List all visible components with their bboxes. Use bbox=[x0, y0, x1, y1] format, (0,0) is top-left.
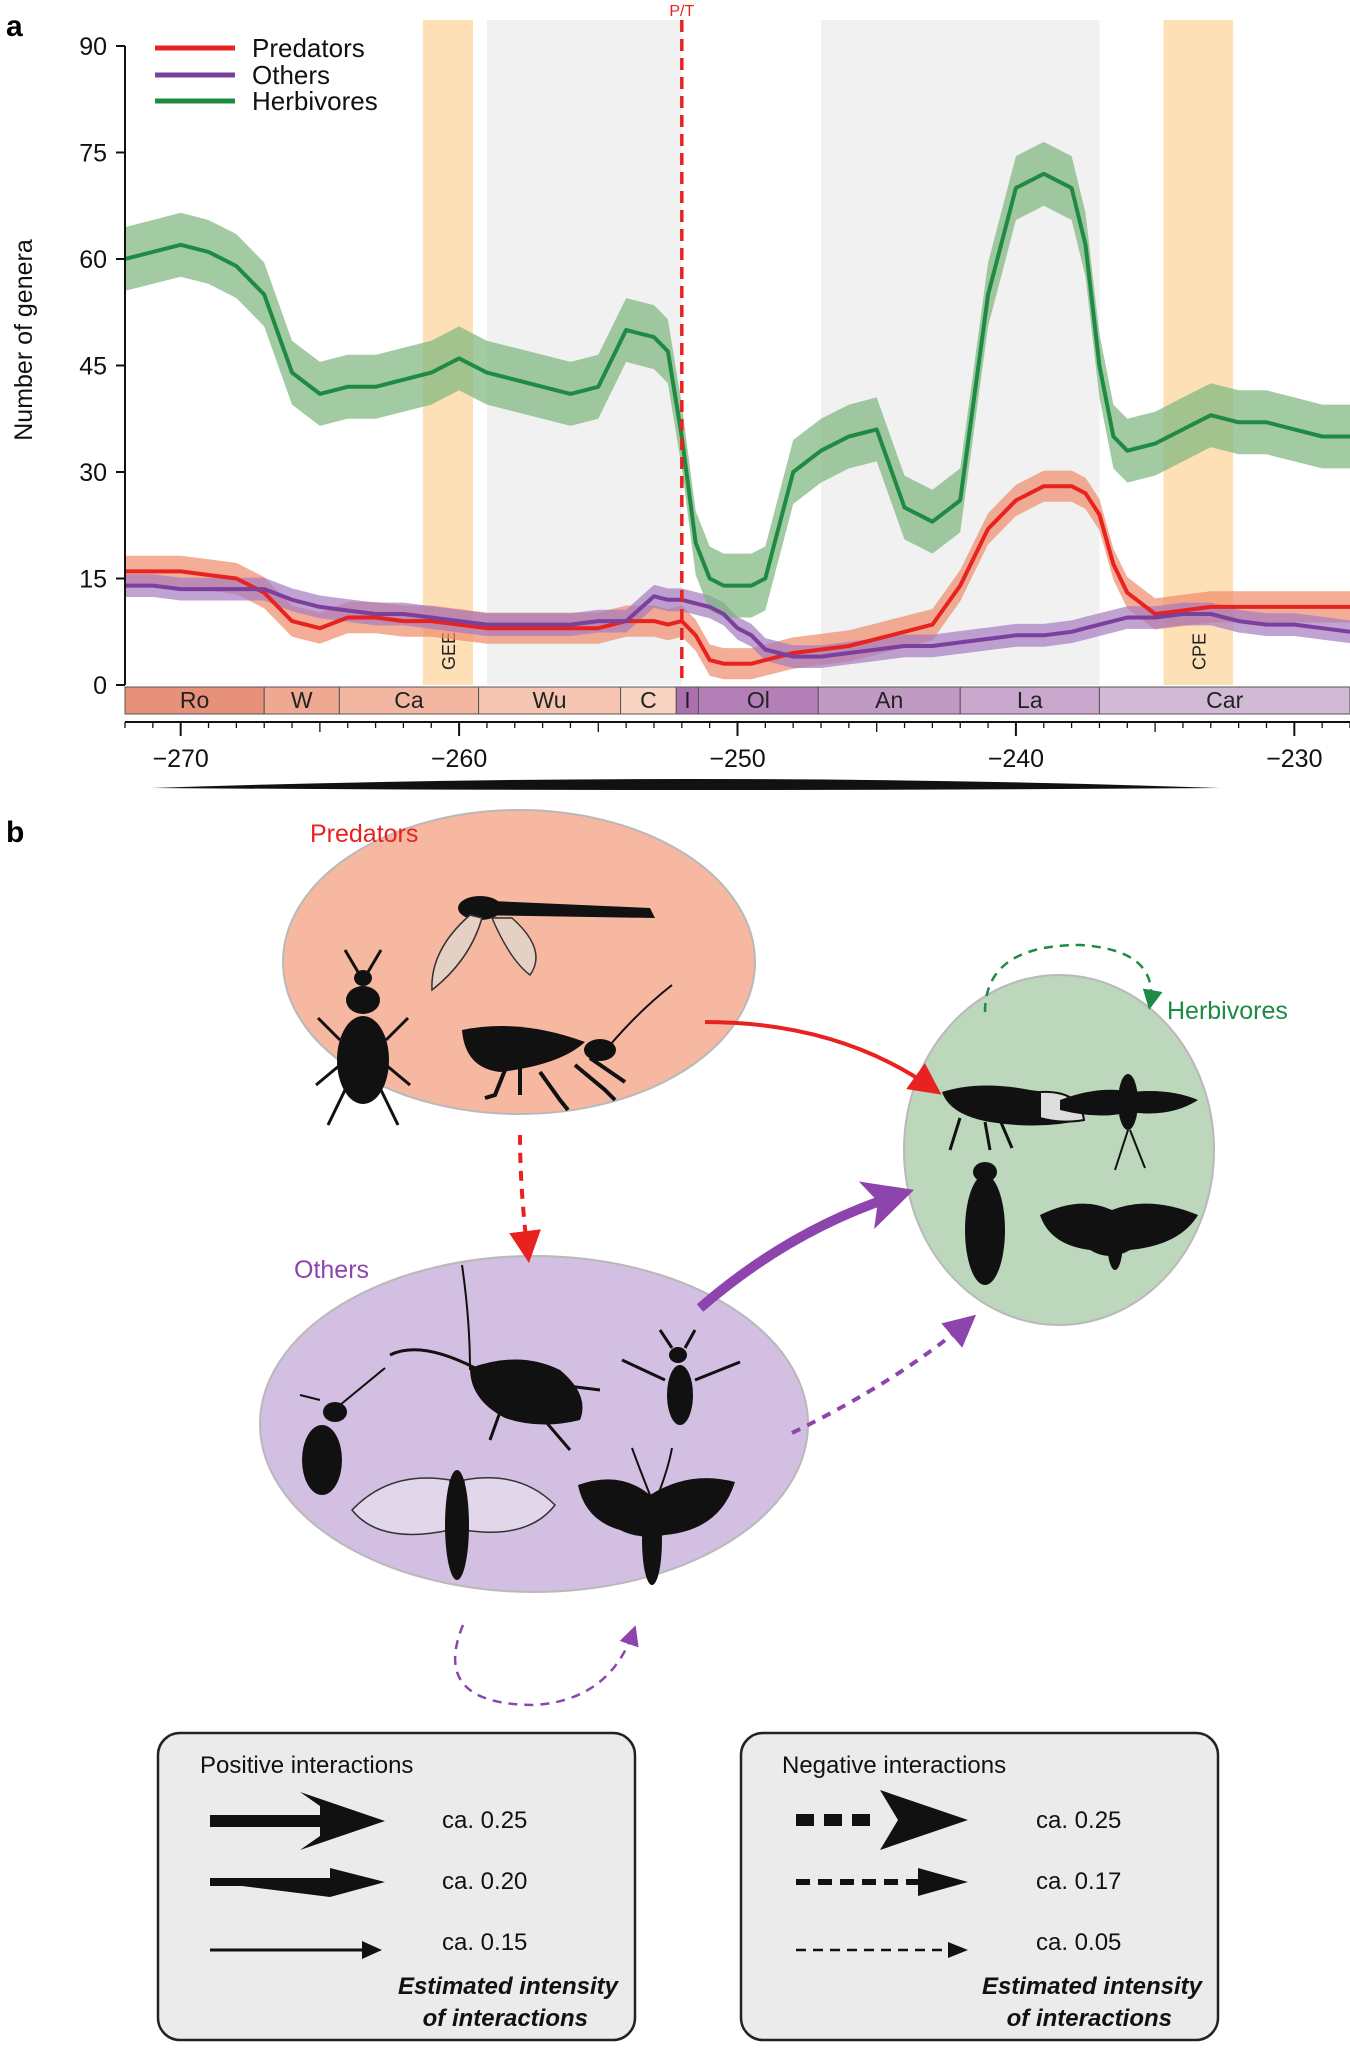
y-axis-label: Number of genera bbox=[10, 239, 38, 441]
y-tick-label-45: 45 bbox=[79, 353, 107, 381]
stage-label-c: C bbox=[640, 687, 657, 713]
stage-label-i: I bbox=[684, 687, 690, 713]
negative-value-3: ca. 0.05 bbox=[1036, 1929, 1121, 1956]
arrow-others-to-herbivores-positive bbox=[696, 1181, 915, 1312]
x-tick-label--260: −260 bbox=[431, 745, 487, 773]
confidence-bands bbox=[125, 141, 1350, 680]
small-beetle-icon bbox=[299, 1367, 386, 1495]
y-tick-label-0: 0 bbox=[93, 672, 107, 700]
shaded-interval-cpe bbox=[1163, 20, 1234, 685]
stage-label-ro: Ro bbox=[180, 687, 209, 713]
y-tick-label-60: 60 bbox=[79, 246, 107, 274]
band-herbivores bbox=[125, 141, 1350, 618]
legend-label-others: Others bbox=[252, 60, 330, 90]
negative-key-title: Negative interactions bbox=[782, 1752, 1006, 1779]
positive-key-note-line1: Estimated intensity bbox=[398, 1973, 620, 2000]
y-tick-label-75: 75 bbox=[79, 140, 107, 168]
wingless-insect-icon bbox=[621, 1329, 741, 1425]
shaded-intervals: GEE CPE bbox=[422, 20, 1234, 685]
x-tick-label--250: −250 bbox=[709, 745, 765, 773]
herbivores-label: Herbivores bbox=[1167, 997, 1288, 1025]
positive-arrow-large bbox=[210, 1792, 385, 1850]
stage-la bbox=[959, 686, 1100, 715]
line-predators bbox=[125, 484, 1350, 666]
pt-boundary-annotation: P/T bbox=[669, 3, 694, 685]
negative-arrow-large-head bbox=[880, 1790, 968, 1850]
negative-arrow-small-head bbox=[948, 1942, 968, 1958]
stage-label-la: La bbox=[1017, 687, 1043, 713]
stage-label-w: W bbox=[291, 687, 313, 713]
x-tick-label--270: −270 bbox=[153, 745, 209, 773]
negative-key-note-line1: Estimated intensity bbox=[982, 1973, 1204, 2000]
positive-value-1: ca. 0.25 bbox=[442, 1807, 527, 1834]
line-herbivores bbox=[125, 171, 1350, 588]
positive-arrow-medium-shaft bbox=[210, 1878, 330, 1886]
positive-value-3: ca. 0.15 bbox=[442, 1929, 527, 1956]
positive-interactions-key: Positive interactions ca. 0.25 ca. 0.20 … bbox=[156, 1731, 637, 2042]
arrow-others-self bbox=[453, 1624, 639, 1707]
arrow-predators-to-herbivores bbox=[704, 1020, 942, 1095]
positive-key-note-line2: of interactions bbox=[423, 2005, 588, 2032]
predators-label: Predators bbox=[310, 820, 418, 848]
panel-b-letter: b bbox=[6, 816, 24, 849]
stage-bar: Ro W Ca Wu C I Ol An La Car bbox=[124, 686, 1350, 715]
x-tick-label--230: −230 bbox=[1266, 745, 1322, 773]
moth-icon bbox=[1040, 1203, 1198, 1270]
stage-car bbox=[1098, 686, 1350, 715]
negative-interactions-key: Negative interactions ca. 0.25 ca. 0.17 … bbox=[739, 1731, 1220, 2042]
negative-arrow-medium-head bbox=[918, 1868, 968, 1896]
positive-value-2: ca. 0.20 bbox=[442, 1868, 527, 1895]
stage-label-wu: Wu bbox=[533, 687, 567, 713]
legend: Predators Others Herbivores bbox=[155, 33, 378, 116]
time-scale-taper bbox=[152, 779, 1220, 790]
y-tick-label-30: 30 bbox=[79, 459, 107, 487]
stage-label-an: An bbox=[875, 687, 903, 713]
positive-key-box bbox=[156, 1731, 637, 2042]
negative-value-2: ca. 0.17 bbox=[1036, 1868, 1121, 1895]
x-axis: −270 −260 −250 −240 −230 bbox=[124, 721, 1350, 773]
event-label-gee: GEE bbox=[439, 632, 459, 670]
lacewing-icon bbox=[351, 1470, 556, 1580]
positive-arrow-large-shaft bbox=[210, 1815, 320, 1827]
dragonfly-icon bbox=[431, 896, 655, 992]
series-lines bbox=[125, 171, 1350, 666]
y-axis: 0 15 30 45 60 75 90 bbox=[79, 33, 126, 700]
stage-wu bbox=[478, 686, 622, 715]
x-tick-label--240: −240 bbox=[988, 745, 1044, 773]
legend-label-predators: Predators bbox=[252, 33, 365, 63]
mantis-icon bbox=[462, 984, 673, 1112]
negative-key-box bbox=[739, 1731, 1220, 2042]
pt-boundary-label: P/T bbox=[669, 3, 694, 20]
positive-arrow-small-head bbox=[362, 1941, 382, 1959]
stage-label-car: Car bbox=[1206, 687, 1243, 713]
negative-value-1: ca. 0.25 bbox=[1036, 1807, 1121, 1834]
stage-c bbox=[620, 686, 677, 715]
stage-label-ol: Ol bbox=[747, 687, 770, 713]
event-label-cpe: CPE bbox=[1189, 633, 1209, 670]
legend-label-herbivores: Herbivores bbox=[252, 86, 378, 116]
y-tick-label-90: 90 bbox=[79, 33, 107, 61]
stage-label-ca: Ca bbox=[394, 687, 424, 713]
y-tick-label-15: 15 bbox=[79, 566, 107, 594]
arrow-predators-to-others bbox=[509, 1134, 541, 1263]
winged-herbivore-icon bbox=[1060, 1074, 1198, 1171]
arrow-others-to-herbivores-negative bbox=[791, 1314, 977, 1435]
line-others bbox=[125, 583, 1350, 659]
stage-ro bbox=[124, 686, 265, 715]
beetle-icon bbox=[315, 949, 411, 1126]
arrow-herbivores-self bbox=[983, 943, 1163, 1013]
others-label: Others bbox=[294, 1256, 369, 1284]
panel-a-letter: a bbox=[6, 10, 23, 43]
negative-key-note-line2: of interactions bbox=[1007, 2005, 1172, 2032]
band-others bbox=[125, 574, 1350, 668]
positive-key-title: Positive interactions bbox=[200, 1752, 413, 1779]
click-beetle-icon bbox=[965, 1162, 1005, 1285]
stage-ol bbox=[698, 686, 819, 715]
caddisfly-icon bbox=[578, 1447, 735, 1585]
cockroach-icon bbox=[389, 1264, 601, 1451]
